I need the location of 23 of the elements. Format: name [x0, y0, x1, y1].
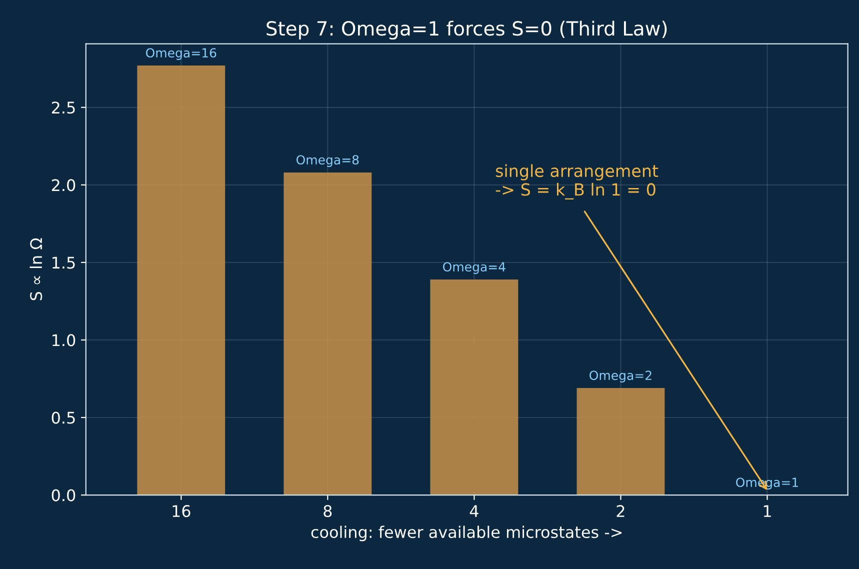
x-tick-label: 4 — [470, 505, 478, 517]
y-tick-label: 1.0 — [52, 334, 76, 346]
annotation: Omega=4 — [443, 262, 506, 274]
bar — [284, 172, 372, 496]
y-tick-label: 2.5 — [52, 102, 75, 114]
x-axis-title: cooling: fewer available microstates -> — [311, 526, 622, 542]
chart-title: Step 7: Omega=1 forces S=0 (Third Law) — [266, 20, 667, 40]
bar — [430, 280, 518, 496]
y-tick-label: 0.5 — [52, 412, 75, 424]
bar — [137, 66, 226, 496]
y-tick-label: 0.0 — [52, 489, 76, 502]
annotation: single arrangement -> S = k_B ln 1 = 0 — [496, 164, 658, 200]
annotation: Omega=8 — [296, 155, 359, 167]
x-tick-label: 2 — [616, 505, 624, 517]
bar — [576, 388, 665, 496]
x-tick-label: 16 — [172, 505, 190, 518]
x-tick-label: 8 — [324, 505, 332, 518]
y-tick-label: 2.0 — [52, 179, 76, 192]
x-tick-label: 1 — [764, 505, 771, 517]
annotation: Omega=16 — [146, 48, 216, 60]
y-axis-title: S ∝ ln Ω — [30, 238, 42, 300]
y-tick-label: 1.5 — [52, 256, 75, 269]
annotation: Omega=2 — [590, 370, 652, 382]
